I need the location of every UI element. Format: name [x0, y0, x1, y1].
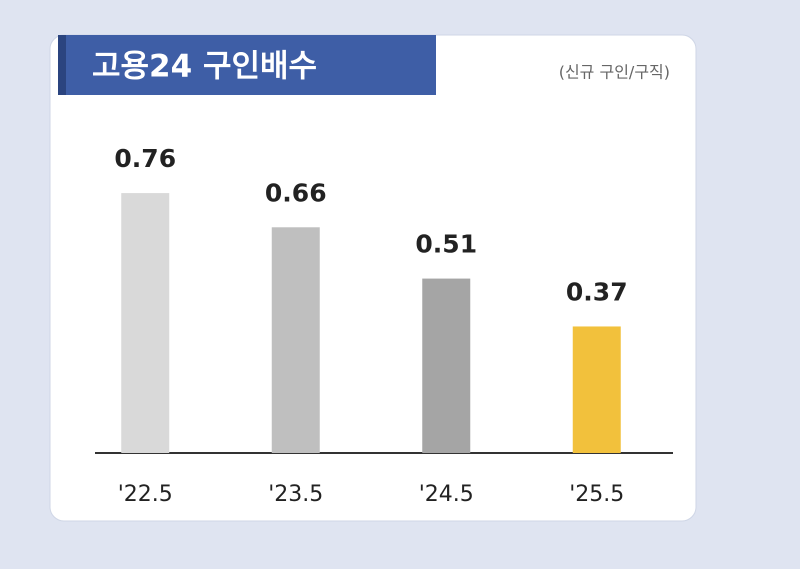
x-tick-label: '25.5	[569, 482, 624, 507]
x-tick-label: '23.5	[268, 482, 323, 507]
title-banner-edge	[58, 35, 66, 95]
x-tick-label: '24.5	[419, 482, 474, 507]
value-label: 0.37	[566, 277, 628, 306]
x-tick-label: '22.5	[118, 482, 173, 507]
bar	[422, 278, 471, 453]
bar	[572, 326, 621, 453]
value-label: 0.76	[114, 144, 176, 173]
bar	[121, 193, 170, 453]
value-label: 0.51	[415, 230, 477, 259]
title-banner	[58, 35, 436, 95]
bar	[271, 227, 320, 453]
value-label: 0.66	[265, 178, 327, 207]
chart-subtitle: (신규 구인/구직)	[559, 63, 670, 82]
chart-title: 고용24 구인배수	[92, 49, 317, 85]
